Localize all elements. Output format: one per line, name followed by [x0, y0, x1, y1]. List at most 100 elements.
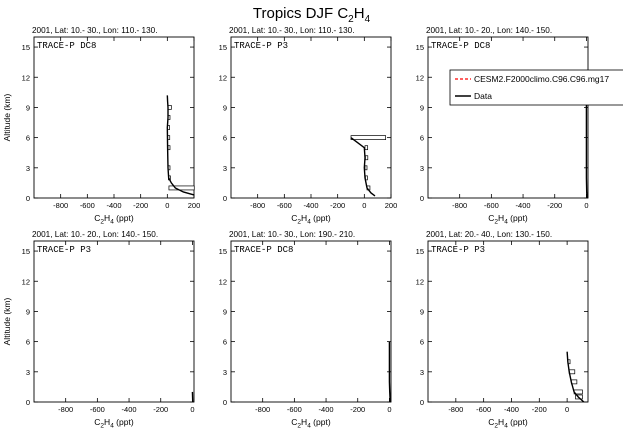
y-tick-label: 0 [223, 194, 227, 203]
y-axis-label: Altitude (km) [2, 93, 12, 141]
campaign-label: TRACE-P DC8 [37, 41, 96, 51]
y-tick-label: 15 [22, 43, 30, 52]
y-tick-label: 15 [219, 247, 227, 256]
x-tick-label: -800 [58, 405, 73, 414]
y-tick-label: 6 [223, 338, 227, 347]
y-tick-label: 15 [219, 43, 227, 52]
x-tick-label: -600 [287, 405, 302, 414]
y-tick-label: 0 [26, 398, 30, 407]
x-tick-label: 200 [188, 201, 201, 210]
x-tick-label: -400 [516, 201, 531, 210]
x-axis-label: C2H4 (ppt) [488, 213, 528, 226]
x-tick-label: 0 [387, 405, 391, 414]
y-tick-label: 0 [26, 194, 30, 203]
campaign-label: TRACE-P DC8 [431, 41, 490, 51]
x-tick-label: 0 [362, 201, 366, 210]
x-tick-label: -200 [153, 405, 168, 414]
y-tick-label: 3 [26, 164, 30, 173]
y-tick-label: 3 [420, 368, 424, 377]
y-tick-label: 6 [420, 338, 424, 347]
campaign-label: TRACE-P P3 [37, 245, 91, 255]
x-tick-label: -800 [53, 201, 68, 210]
y-tick-label: 12 [219, 73, 227, 82]
data-line [566, 351, 585, 403]
x-tick-label: -400 [319, 405, 334, 414]
y-tick-label: 15 [416, 247, 424, 256]
x-tick-label: 200 [385, 201, 398, 210]
y-tick-label: 9 [223, 103, 227, 112]
figure-title: Tropics DJF C2H4 [253, 5, 371, 25]
data-line [388, 341, 391, 403]
y-tick-label: 3 [420, 164, 424, 173]
y-tick-label: 3 [26, 368, 30, 377]
x-axis-label: C2H4 (ppt) [291, 417, 331, 430]
data-line [350, 137, 376, 197]
y-tick-label: 9 [26, 103, 30, 112]
y-tick-label: 0 [420, 398, 424, 407]
campaign-label: TRACE-P P3 [431, 245, 485, 255]
y-tick-label: 6 [26, 134, 30, 143]
panel-title: 2001, Lat: 10.- 20., Lon: 140.- 150. [426, 26, 552, 35]
y-tick-label: 6 [26, 338, 30, 347]
y-tick-label: 9 [26, 307, 30, 316]
x-tick-label: -800 [452, 201, 467, 210]
x-tick-label: -600 [484, 201, 499, 210]
y-tick-label: 12 [416, 277, 424, 286]
panel-title: 2001, Lat: 10.- 30., Lon: 190.- 210. [229, 230, 355, 239]
campaign-label: TRACE-P DC8 [234, 245, 293, 255]
x-tick-label: -600 [277, 201, 292, 210]
panel-title: 2001, Lat: 10.- 20., Lon: 140.- 150. [32, 230, 158, 239]
campaign-label: TRACE-P P3 [234, 41, 288, 51]
y-tick-label: 15 [416, 43, 424, 52]
x-tick-label: 0 [165, 201, 169, 210]
y-tick-label: 0 [223, 398, 227, 407]
y-tick-label: 9 [420, 307, 424, 316]
panel-title: 2001, Lat: 20.- 40., Lon: 130.- 150. [426, 230, 552, 239]
y-axis-label: Altitude (km) [2, 297, 12, 345]
y-tick-label: 3 [223, 368, 227, 377]
y-tick-label: 12 [22, 73, 30, 82]
x-tick-label: -400 [303, 201, 318, 210]
x-tick-label: -200 [133, 201, 148, 210]
x-tick-label: -800 [448, 405, 463, 414]
x-tick-label: -800 [250, 201, 265, 210]
data-box [364, 145, 369, 151]
y-tick-label: 12 [22, 277, 30, 286]
plot-frame [33, 240, 195, 403]
x-tick-label: 0 [190, 405, 194, 414]
y-tick-label: 9 [420, 103, 424, 112]
x-tick-label: 0 [565, 405, 569, 414]
x-tick-label: 0 [584, 201, 588, 210]
x-axis-label: C2H4 (ppt) [94, 213, 134, 226]
y-tick-label: 12 [219, 277, 227, 286]
panel-title: 2001, Lat: 10.- 30., Lon: 110.- 130. [32, 26, 157, 35]
data-box [350, 135, 387, 140]
y-tick-label: 12 [416, 73, 424, 82]
data-box [365, 155, 369, 161]
y-tick-label: 15 [22, 247, 30, 256]
x-tick-label: -400 [106, 201, 121, 210]
data-line [166, 95, 195, 196]
x-tick-label: -200 [350, 405, 365, 414]
data-box [364, 165, 368, 171]
x-axis-label: C2H4 (ppt) [291, 213, 331, 226]
legend: CESM2.F2000climo.C96.C96.mg17 Data [449, 69, 623, 106]
x-tick-label: -200 [547, 201, 562, 210]
x-axis-label: C2H4 (ppt) [488, 417, 528, 430]
x-tick-label: -200 [330, 201, 345, 210]
x-tick-label: -600 [476, 405, 491, 414]
x-tick-label: -600 [80, 201, 95, 210]
plot-frame [230, 36, 392, 199]
plot-frame [427, 240, 589, 403]
y-tick-label: 6 [420, 134, 424, 143]
legend-box [449, 69, 623, 106]
x-axis-label: C2H4 (ppt) [94, 417, 134, 430]
x-tick-label: -400 [504, 405, 519, 414]
x-tick-label: -400 [122, 405, 137, 414]
panel-title: 2001, Lat: 10.- 30., Lon: 110.- 130. [229, 26, 354, 35]
x-tick-label: -600 [90, 405, 105, 414]
y-tick-label: 3 [223, 164, 227, 173]
x-tick-label: -200 [532, 405, 547, 414]
x-tick-label: -800 [255, 405, 270, 414]
